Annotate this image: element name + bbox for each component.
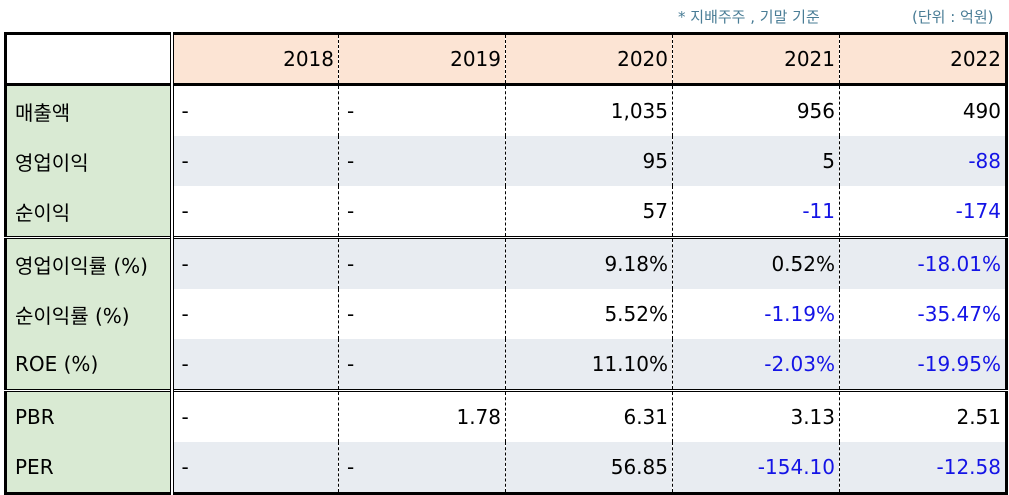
table-cell: -: [171, 186, 339, 239]
table-cell: 6.31: [505, 390, 673, 442]
table-cell: -154.10: [672, 442, 840, 495]
header-row: 2018 2019 2020 2021 2022: [4, 32, 1008, 86]
row-label: PBR: [4, 390, 174, 442]
table-cell: -: [338, 289, 506, 339]
row-label: 영업이익률 (%): [4, 237, 174, 289]
table-cell: 490: [839, 84, 1008, 136]
table-cell: -: [171, 339, 339, 392]
row-label: ROE (%): [4, 339, 174, 392]
table-cell: -88: [839, 136, 1008, 186]
table-cell: 5.52%: [505, 289, 673, 339]
table-cell: 0.52%: [672, 237, 840, 289]
table-cell: 57: [505, 186, 673, 239]
table-cell: -19.95%: [839, 339, 1008, 392]
row-label: PER: [4, 442, 174, 495]
table-cell: -: [338, 237, 506, 289]
table-row: 영업이익 - - 95 5 -88: [4, 136, 1008, 186]
table-cell: -: [171, 136, 339, 186]
table-cell: -18.01%: [839, 237, 1008, 289]
table-cell: -: [338, 84, 506, 136]
basis-note: * 지배주주 , 기말 기준: [678, 8, 820, 26]
table-cell: -: [338, 186, 506, 239]
table-cell: -174: [839, 186, 1008, 239]
table-row: 영업이익률 (%) - - 9.18% 0.52% -18.01%: [4, 237, 1008, 289]
table-cell: 2.51: [839, 390, 1008, 442]
year-header: 2021: [672, 32, 840, 86]
table-cell: -35.47%: [839, 289, 1008, 339]
table-cell: -11: [672, 186, 840, 239]
table-row: 매출액 - - 1,035 956 490: [4, 84, 1008, 136]
table-cell: 11.10%: [505, 339, 673, 392]
header-corner: [4, 32, 174, 86]
row-label: 순이익률 (%): [4, 289, 174, 339]
unit-note: (단위 : 억원): [912, 8, 994, 26]
table-cell: -: [338, 442, 506, 495]
table-cell: -: [171, 289, 339, 339]
table-row: 순이익률 (%) - - 5.52% -1.19% -35.47%: [4, 289, 1008, 339]
table-cell: 9.18%: [505, 237, 673, 289]
table-cell: 956: [672, 84, 840, 136]
table-cell: -: [171, 84, 339, 136]
table-cell: 5: [672, 136, 840, 186]
table-row: 순이익 - - 57 -11 -174: [4, 186, 1008, 239]
table-cell: 95: [505, 136, 673, 186]
table-cell: -2.03%: [672, 339, 840, 392]
table-cell: -: [171, 237, 339, 289]
table-cell: -12.58: [839, 442, 1008, 495]
financial-table: 2018 2019 2020 2021 2022 매출액 - - 1,035 9…: [4, 32, 1008, 495]
table-cell: 3.13: [672, 390, 840, 442]
table-cell: -: [171, 442, 339, 495]
table-cell: 56.85: [505, 442, 673, 495]
row-label: 영업이익: [4, 136, 174, 186]
table-row: ROE (%) - - 11.10% -2.03% -19.95%: [4, 339, 1008, 392]
table-cell: -: [338, 136, 506, 186]
table-cell: 1.78: [338, 390, 506, 442]
row-label: 매출액: [4, 84, 174, 136]
table-cell: 1,035: [505, 84, 673, 136]
table-row: PBR - 1.78 6.31 3.13 2.51: [4, 390, 1008, 442]
table-cell: -: [338, 339, 506, 392]
year-header: 2018: [171, 32, 339, 86]
year-header: 2019: [338, 32, 506, 86]
table-cell: -: [171, 390, 339, 442]
table-row: PER - - 56.85 -154.10 -12.58: [4, 442, 1008, 495]
row-label: 순이익: [4, 186, 174, 239]
year-header: 2020: [505, 32, 673, 86]
year-header: 2022: [839, 32, 1008, 86]
table-cell: -1.19%: [672, 289, 840, 339]
